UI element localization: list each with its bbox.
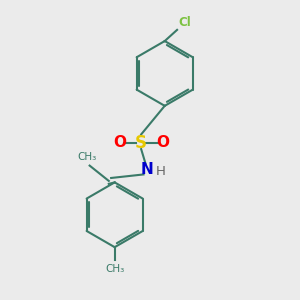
Text: O: O — [157, 135, 169, 150]
Text: H: H — [155, 165, 165, 178]
Text: CH₃: CH₃ — [105, 264, 124, 274]
Text: Cl: Cl — [178, 16, 191, 29]
Text: O: O — [113, 135, 126, 150]
Text: N: N — [141, 162, 153, 177]
Text: S: S — [135, 134, 147, 152]
Text: CH₃: CH₃ — [78, 152, 97, 162]
